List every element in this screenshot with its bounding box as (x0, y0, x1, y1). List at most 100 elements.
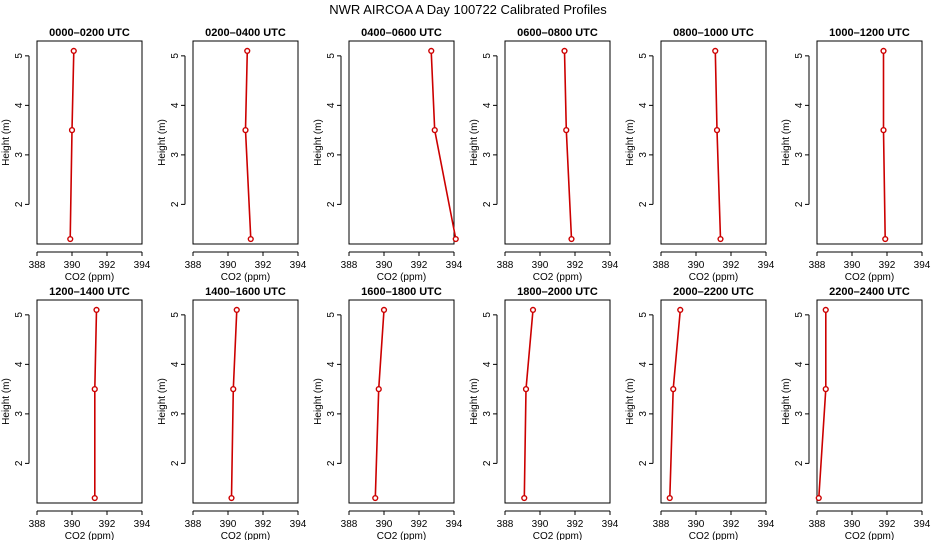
x-tick-label: 394 (758, 260, 775, 271)
data-point (230, 386, 237, 393)
x-tick-label: 388 (497, 519, 514, 530)
panel-title: 1400–1600 UTC (205, 286, 286, 298)
y-tick-label: 2 (638, 201, 649, 207)
y-tick-label: 5 (326, 53, 337, 59)
x-tick-label: 392 (567, 519, 584, 530)
data-point (717, 235, 724, 243)
y-axis-label: Height (m) (781, 119, 792, 166)
profile-line (882, 50, 886, 240)
data-point (372, 494, 379, 502)
data-point (568, 235, 575, 243)
x-tick-label: 394 (914, 260, 931, 271)
data-point (880, 47, 887, 55)
data-point (670, 386, 677, 393)
y-tick-label: 5 (170, 312, 181, 318)
x-tick-label: 392 (723, 260, 740, 271)
x-tick-label: 392 (723, 519, 740, 530)
x-tick-label: 390 (220, 260, 237, 271)
profile-line (94, 309, 98, 498)
y-tick-label: 2 (14, 460, 25, 466)
y-tick-label: 2 (482, 201, 493, 207)
x-axis-label: CO2 (ppm) (689, 272, 738, 283)
y-axis-label: Height (m) (157, 119, 168, 166)
panel-title: 0200–0400 UTC (205, 27, 286, 39)
y-tick-label: 5 (170, 53, 181, 59)
x-tick-label: 392 (411, 260, 428, 271)
y-tick-label: 4 (794, 102, 805, 108)
profile-line (230, 309, 238, 499)
y-tick-label: 3 (482, 411, 493, 417)
panel-2: 0400–0600 UTC 388 390 392 394 CO2 (ppm) 2 3 4 5 He… (313, 27, 463, 283)
panel-0: 0000–0200 UTC 388 390 392 394 CO2 (ppm) 2 3 4 5 He… (1, 27, 151, 283)
x-tick-label: 388 (29, 260, 46, 271)
x-axis-label: CO2 (ppm) (689, 531, 738, 540)
data-point (380, 306, 388, 314)
data-point (68, 127, 76, 134)
x-tick-label: 394 (758, 519, 775, 530)
panel-3: 0600–0800 UTC 388 390 392 394 CO2 (ppm) 2 3 4 5 He… (469, 27, 619, 283)
x-tick-label: 390 (376, 519, 393, 530)
data-point (452, 235, 459, 243)
y-tick-label: 3 (326, 411, 337, 417)
x-axis-label: CO2 (ppm) (221, 531, 270, 540)
profile-line (523, 309, 534, 499)
x-tick-label: 390 (844, 519, 861, 530)
plot-frame (36, 40, 143, 245)
y-tick-label: 5 (638, 53, 649, 59)
profile-line (244, 50, 252, 240)
x-tick-label: 392 (879, 519, 896, 530)
y-tick-label: 4 (482, 361, 493, 367)
plot-frame (816, 40, 923, 245)
x-tick-label: 394 (134, 260, 151, 271)
y-tick-label: 3 (794, 152, 805, 158)
x-tick-label: 388 (29, 519, 46, 530)
panel-title: 2200–2400 UTC (829, 286, 910, 298)
data-point (815, 494, 822, 502)
y-tick-label: 4 (794, 361, 805, 367)
y-tick-label: 4 (326, 361, 337, 367)
plot-frame (192, 40, 299, 245)
y-axis-label: Height (m) (625, 119, 636, 166)
panel-10: 2000–2200 UTC 388 390 392 394 CO2 (ppm) 2 3 4 5 He… (625, 286, 775, 540)
plot-frame (192, 299, 299, 504)
data-point (242, 127, 249, 134)
panel-title: 2000–2200 UTC (673, 286, 754, 298)
data-point (228, 494, 235, 502)
x-tick-label: 390 (532, 519, 549, 530)
plot-frame (36, 299, 143, 504)
x-tick-label: 394 (290, 519, 307, 530)
profile-line (374, 309, 385, 499)
x-axis-label: CO2 (ppm) (845, 272, 894, 283)
data-point (666, 494, 673, 502)
data-point (882, 235, 889, 243)
x-axis-label: CO2 (ppm) (221, 272, 270, 283)
data-point (561, 47, 568, 55)
x-tick-label: 394 (602, 519, 619, 530)
data-point (67, 235, 74, 243)
y-tick-label: 5 (794, 53, 805, 59)
x-tick-label: 388 (341, 519, 358, 530)
y-tick-label: 4 (638, 102, 649, 108)
data-point (880, 127, 887, 134)
y-tick-label: 5 (14, 312, 25, 318)
panel-8: 1600–1800 UTC 388 390 392 394 CO2 (ppm) 2 3 4 5 He… (313, 286, 463, 540)
y-tick-label: 3 (482, 152, 493, 158)
data-point (563, 127, 570, 134)
data-point (233, 306, 240, 314)
x-tick-label: 390 (688, 260, 705, 271)
x-tick-label: 388 (653, 260, 670, 271)
profile-line (69, 50, 75, 240)
x-tick-label: 390 (376, 260, 393, 271)
y-tick-label: 2 (326, 201, 337, 207)
y-axis-label: Height (m) (313, 378, 324, 425)
x-tick-label: 388 (809, 519, 826, 530)
panel-title: 1200–1400 UTC (49, 286, 130, 298)
data-point (522, 386, 530, 393)
data-point (247, 235, 254, 243)
y-tick-label: 5 (794, 312, 805, 318)
x-tick-label: 388 (341, 260, 358, 271)
profile-line (430, 50, 457, 240)
data-point (375, 386, 382, 393)
profile-line (563, 50, 573, 240)
